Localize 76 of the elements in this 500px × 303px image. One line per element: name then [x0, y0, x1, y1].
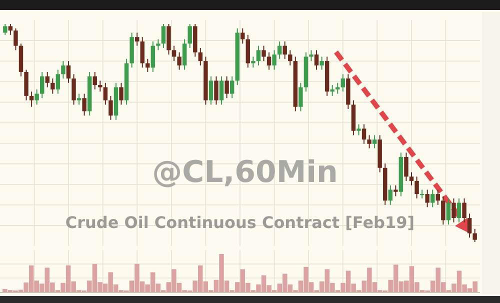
candlestick	[150, 40, 156, 72]
candlestick	[266, 52, 272, 70]
candlestick	[161, 24, 166, 48]
candlestick	[76, 93, 82, 106]
candlestick	[219, 76, 224, 106]
candlestick	[394, 184, 398, 197]
candlestick	[298, 82, 303, 112]
candlestick	[272, 50, 276, 70]
candlestick	[340, 74, 346, 92]
candlestick	[425, 189, 430, 208]
candlestick	[50, 78, 55, 94]
candlestick	[367, 134, 372, 149]
candlestick	[436, 189, 440, 206]
candlestick	[330, 84, 334, 96]
candlestick	[467, 213, 472, 238]
candlestick	[309, 50, 314, 62]
candlestick	[314, 50, 319, 70]
candlestick	[140, 36, 144, 68]
candlestick	[388, 184, 393, 206]
candlestick	[441, 196, 446, 226]
candlestick	[372, 134, 377, 149]
candlestick	[40, 71, 44, 99]
candlestick	[356, 124, 361, 136]
candlestick	[98, 80, 102, 92]
candlestick	[29, 91, 34, 108]
candlestick	[103, 82, 108, 106]
candlestick	[214, 76, 218, 106]
candlestick	[288, 50, 292, 66]
candlestick	[256, 45, 261, 66]
candlestick	[8, 24, 13, 36]
candlestick	[198, 47, 203, 66]
candlestick	[92, 71, 97, 90]
candlestick	[420, 189, 424, 199]
candlestick	[251, 56, 256, 68]
candlestick	[146, 58, 150, 72]
candlestick	[172, 45, 176, 62]
candlestick	[462, 198, 466, 223]
candlestick	[61, 60, 66, 79]
candlestick	[414, 176, 419, 199]
candlestick	[208, 76, 214, 106]
candlestick	[224, 76, 229, 99]
candlestick	[430, 189, 435, 208]
candlestick	[3, 24, 8, 36]
candlestick	[177, 52, 182, 70]
candlestick	[472, 228, 477, 242]
candlestick	[14, 28, 18, 51]
candlestick	[188, 24, 192, 48]
candlestick	[166, 24, 171, 56]
candlestick	[156, 38, 160, 51]
candlestick	[34, 88, 39, 106]
candlestick	[108, 95, 113, 120]
candlestick	[452, 198, 456, 223]
candlestick	[336, 82, 340, 94]
candlestick	[24, 69, 28, 101]
candlestick	[456, 198, 462, 223]
candlestick	[134, 32, 140, 46]
candlestick	[182, 38, 187, 70]
candlestick	[119, 82, 124, 106]
candlestick	[282, 40, 287, 60]
candlestick	[45, 71, 50, 88]
candlestick	[446, 198, 451, 226]
candlestick	[66, 60, 71, 84]
candlestick	[240, 28, 245, 44]
candlestick	[230, 76, 234, 99]
candlestick	[320, 56, 324, 70]
candlestick	[409, 172, 414, 186]
text: Crude Oil Continuous Contract [Feb19]	[65, 213, 415, 232]
candlestick	[72, 74, 76, 106]
candlestick	[262, 45, 266, 62]
candlestick	[246, 34, 250, 68]
candlestick	[56, 69, 60, 94]
candlestick	[82, 93, 86, 116]
text: @CL,60Min	[152, 155, 338, 190]
candlestick	[404, 152, 408, 182]
candlestick	[362, 124, 366, 144]
candlestick	[277, 40, 282, 60]
